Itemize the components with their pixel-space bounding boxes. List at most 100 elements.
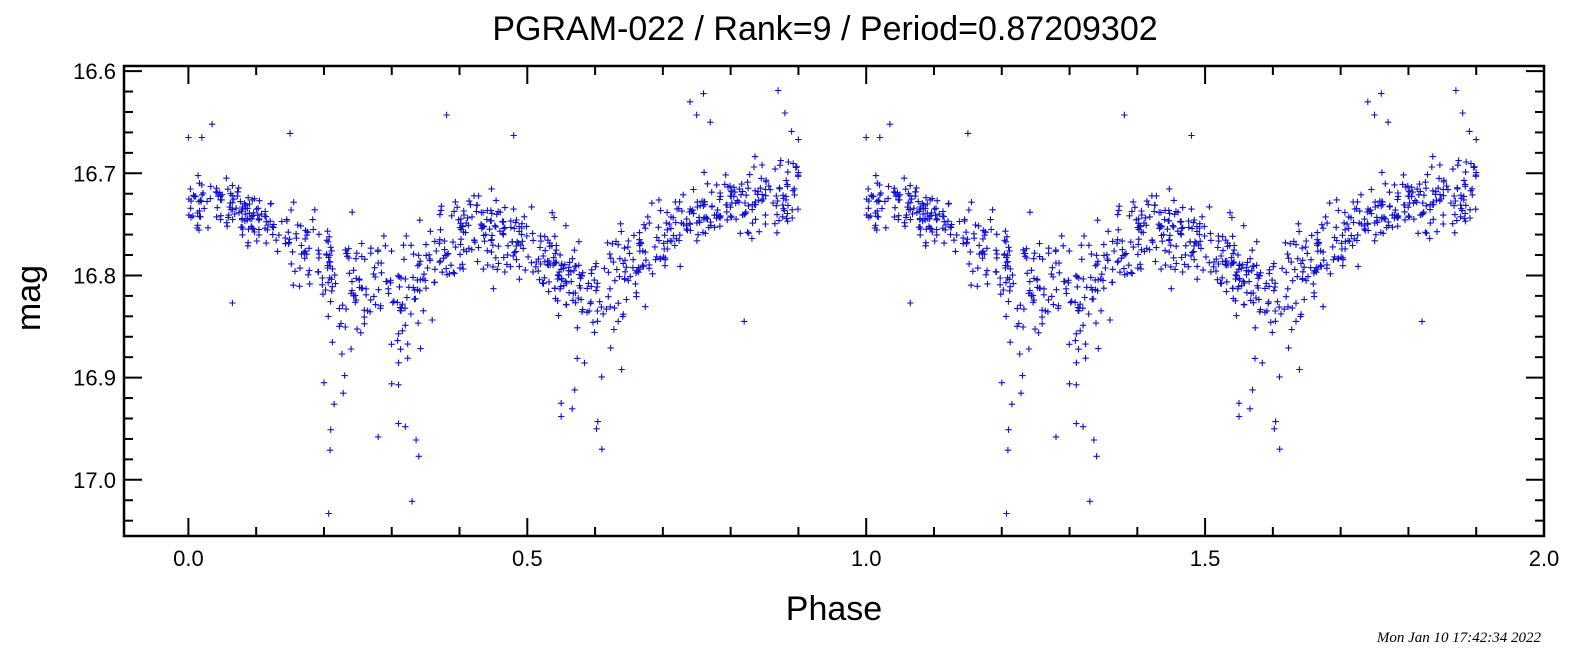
data-point [1028, 292, 1035, 300]
data-point [917, 231, 924, 239]
data-point [891, 213, 898, 221]
data-point [1121, 271, 1128, 278]
data-point [225, 214, 232, 221]
data-point [1073, 420, 1080, 427]
x-tick-label: 0.5 [512, 546, 543, 571]
data-point [789, 187, 797, 194]
data-point [758, 197, 766, 205]
data-point [464, 214, 471, 222]
data-point [593, 283, 601, 291]
data-point [223, 219, 230, 226]
data-point [357, 329, 364, 336]
data-point [448, 212, 455, 219]
data-point [1188, 205, 1195, 213]
data-point [875, 197, 882, 204]
data-point [1206, 203, 1213, 211]
data-point [1042, 307, 1049, 314]
data-point [415, 319, 422, 327]
data-point [1178, 254, 1185, 261]
data-point [255, 205, 262, 212]
data-point [1247, 297, 1254, 304]
data-point [933, 226, 940, 233]
data-point [488, 210, 495, 217]
data-point [453, 204, 461, 211]
data-point [741, 318, 748, 325]
data-point [1341, 226, 1349, 233]
data-point [617, 220, 624, 227]
data-point [762, 178, 770, 185]
data-point [1338, 240, 1345, 247]
data-point [1109, 238, 1116, 245]
data-point [1329, 243, 1336, 251]
data-point [964, 236, 971, 243]
data-point [589, 319, 597, 326]
data-point [996, 281, 1004, 288]
data-point [353, 325, 361, 333]
data-point [348, 287, 356, 294]
data-point [1423, 202, 1430, 209]
data-point [789, 206, 796, 213]
data-point [297, 222, 304, 230]
data-point [298, 242, 305, 249]
data-point [1248, 267, 1255, 274]
data-point [1405, 187, 1413, 195]
data-point [1348, 232, 1355, 239]
data-point [484, 247, 491, 254]
data-point [1077, 327, 1084, 334]
data-point [1318, 221, 1325, 228]
data-point [776, 185, 783, 192]
data-point [402, 423, 409, 430]
data-point [1079, 322, 1087, 329]
data-point [537, 237, 545, 245]
data-point [1303, 237, 1310, 245]
data-point [342, 323, 349, 331]
data-point [1291, 266, 1298, 273]
data-point [511, 249, 518, 256]
data-point [196, 180, 203, 187]
data-point [1109, 266, 1116, 273]
data-point [997, 274, 1004, 282]
data-point [1104, 257, 1112, 264]
data-point [771, 165, 779, 173]
data-point [389, 299, 397, 306]
data-point [394, 337, 401, 344]
data-point [1358, 220, 1365, 228]
data-point [487, 217, 494, 225]
data-point [329, 339, 336, 346]
data-point [1401, 208, 1408, 216]
data-point [1021, 250, 1028, 257]
data-point [892, 193, 900, 200]
data-point [970, 230, 978, 237]
data-point [980, 227, 987, 234]
data-point [750, 163, 758, 171]
data-point [217, 196, 224, 203]
data-point [596, 298, 603, 305]
data-point [483, 216, 490, 223]
data-point [788, 128, 795, 135]
data-point [410, 250, 417, 258]
data-point [1087, 274, 1094, 281]
data-point [250, 225, 257, 232]
data-point [1270, 260, 1278, 267]
data-point [231, 210, 238, 218]
data-point [1443, 182, 1450, 190]
data-point [731, 188, 739, 196]
data-point [1217, 252, 1225, 260]
data-point [343, 250, 350, 257]
data-point [931, 205, 938, 213]
data-point [1056, 269, 1063, 276]
data-point [473, 208, 480, 215]
data-point [1229, 285, 1236, 292]
data-point [499, 230, 506, 237]
data-point [993, 231, 1000, 238]
data-point [1272, 318, 1279, 325]
data-point [1167, 263, 1174, 271]
data-point [621, 268, 629, 275]
data-point [779, 213, 786, 220]
data-point [1233, 272, 1241, 279]
data-point [1170, 223, 1177, 231]
data-point [217, 216, 224, 223]
data-point [511, 225, 518, 232]
data-point [1410, 216, 1418, 223]
data-point [1428, 163, 1435, 171]
